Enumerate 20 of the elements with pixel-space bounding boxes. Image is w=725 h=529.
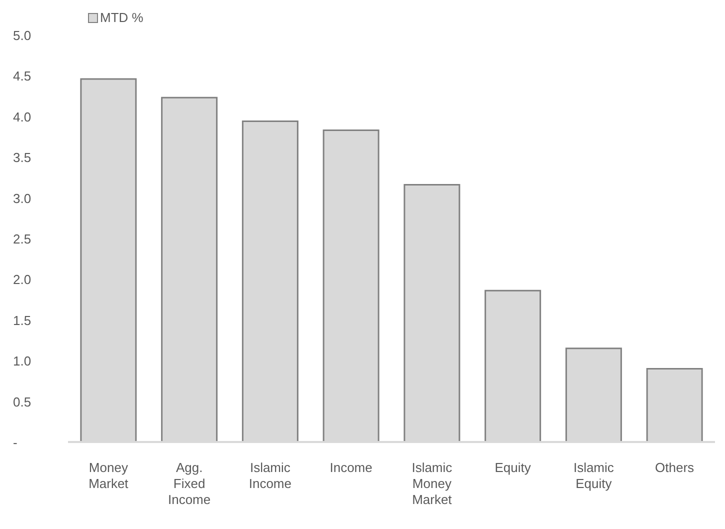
x-tick-label: Money Market bbox=[88, 460, 129, 491]
y-tick-label: 4.5 bbox=[13, 68, 32, 84]
y-tick-label: 3.0 bbox=[13, 190, 32, 206]
x-tick-label: Income bbox=[330, 460, 372, 475]
x-tick-label: Others bbox=[655, 460, 695, 475]
legend-label: MTD % bbox=[99, 10, 144, 25]
x-tick-label: Equity bbox=[494, 460, 532, 475]
y-tick-label: 1.5 bbox=[13, 312, 32, 328]
y-tick-label: 4.0 bbox=[13, 109, 32, 124]
y-tick-label: 5.0 bbox=[13, 28, 32, 43]
y-tick-label: 2.5 bbox=[13, 232, 32, 246]
y-tick-label: 2.0 bbox=[13, 272, 32, 288]
y-tick-label: - bbox=[13, 435, 18, 450]
y-tick-label: 3.5 bbox=[13, 150, 32, 166]
x-tick-label: Islamic Income bbox=[248, 460, 292, 491]
y-tick-label: 0.5 bbox=[13, 394, 32, 410]
x-tick-label: Agg. Fixed Income bbox=[168, 460, 211, 507]
x-tick-label: Islamic Money Market bbox=[412, 460, 453, 507]
y-tick-label: 1.0 bbox=[13, 354, 32, 369]
x-tick-label: Islamic Equity bbox=[573, 460, 614, 491]
